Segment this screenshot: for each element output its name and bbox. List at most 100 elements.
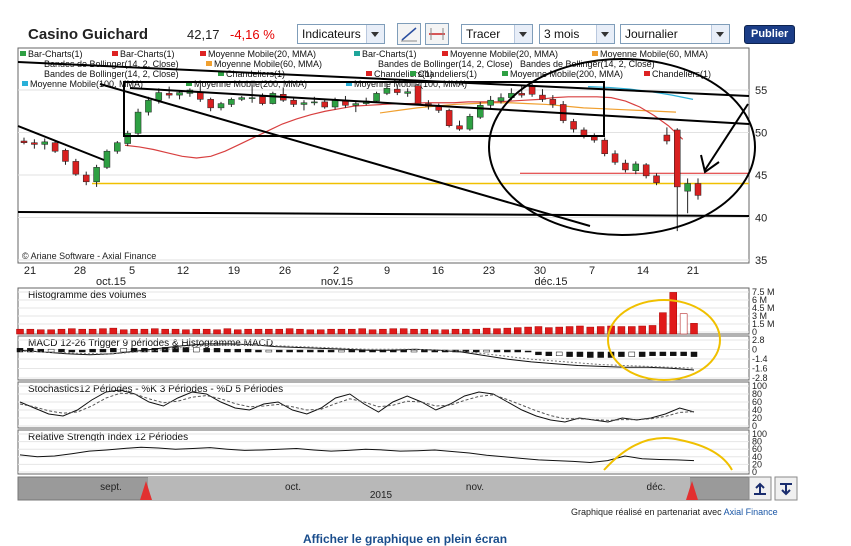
- volume-bar: [68, 328, 76, 335]
- legend-entry: Bandes de Bollinger(14, 2, Close): [520, 59, 655, 69]
- fullscreen-link[interactable]: Afficher le graphique en plein écran: [303, 532, 508, 546]
- volume-bar: [482, 327, 491, 335]
- candle-body: [197, 92, 204, 100]
- legend-swatch: [592, 51, 598, 56]
- legend-entry: Moyenne Mobile(20, MMA): [450, 49, 558, 59]
- volume-bar: [130, 328, 138, 335]
- volume-bar: [586, 326, 595, 335]
- draw-dropdown[interactable]: Tracer: [461, 24, 533, 44]
- volume-bar: [441, 329, 449, 335]
- candle-body: [51, 142, 59, 152]
- volume-bar: [410, 328, 418, 335]
- macd-trigger-line: [19, 344, 695, 369]
- candle-body: [497, 97, 505, 102]
- volume-bar: [275, 328, 283, 335]
- volume-bar: [171, 328, 180, 335]
- navigator-handle-right-icon: [686, 481, 698, 500]
- publish-button[interactable]: Publier: [744, 25, 796, 44]
- partner-credit: Graphique réalisé en partenariat avec Ax…: [571, 507, 778, 517]
- price-tick-label: 35: [755, 255, 767, 267]
- candle-body: [124, 133, 131, 144]
- chevron-down-icon: [366, 25, 384, 43]
- month-tick-label: nov.15: [321, 276, 353, 288]
- rsi-panel: Relative Strength Index 12 Périodes 10080…: [17, 429, 767, 477]
- volume-bar: [462, 328, 470, 335]
- price-tick-label: 45: [755, 170, 767, 182]
- rsi-tick-label: 0: [752, 467, 757, 477]
- upload-icon: [754, 482, 766, 495]
- volume-bar: [648, 325, 657, 335]
- macd-histogram-bar: [172, 347, 179, 353]
- volume-bar: [109, 327, 118, 335]
- macd-histogram-bar: [670, 351, 677, 356]
- legend-swatch: [354, 51, 360, 56]
- time-navigator[interactable]: sept. oct. nov. déc. 2015: [17, 476, 750, 501]
- volume-bar: [399, 328, 408, 335]
- annotation-trendline-mid: [129, 87, 750, 125]
- draw-line-tool-button[interactable]: [397, 23, 421, 45]
- panel-frame: [17, 381, 750, 429]
- volume-tick-label: 4.5 M: [752, 303, 775, 313]
- period-select[interactable]: 3 mois: [539, 24, 615, 44]
- legend-entry: Moyenne Mobile(60, MMA): [600, 49, 708, 59]
- partner-credit-link[interactable]: Axial Finance: [723, 507, 778, 517]
- candle-body: [20, 140, 28, 143]
- date-axis: 21 28 5 12 19 26 2 9 16 23 30 7 14 21 oct.15 nov.15 déc.…: [24, 265, 699, 288]
- chart-legend: Bar-Charts(1) Bar-Charts(1) Moyenne Mobile…: [20, 49, 711, 89]
- candle-body: [290, 99, 297, 105]
- volume-bar: [576, 325, 584, 335]
- stock-price: 42,17: [187, 27, 220, 42]
- candle-body: [248, 97, 256, 99]
- macd-histogram-bar: [275, 349, 283, 353]
- indicators-dropdown[interactable]: Indicateurs: [297, 24, 385, 44]
- stoch-tick-label: 80: [752, 389, 762, 399]
- macd-panel: MACD 12-26 Trigger 9 périodes & Histogra…: [16, 335, 768, 383]
- annotation-arrow: [704, 103, 749, 171]
- volume-bar: [296, 328, 304, 335]
- macd-histogram-bar: [182, 347, 190, 353]
- macd-histogram-bar: [493, 349, 501, 353]
- macd-histogram-bar: [514, 349, 521, 353]
- volume-bar: [119, 329, 128, 335]
- stoch-k-line: [19, 389, 695, 423]
- volume-bar: [617, 326, 626, 335]
- interval-select[interactable]: Journalier: [620, 24, 730, 44]
- horizontal-line-icon: [429, 28, 445, 40]
- candle-body: [611, 153, 619, 163]
- annotation-trendline-left: [17, 125, 105, 161]
- macd-histogram-bar: [659, 351, 667, 356]
- volume-bar: [151, 328, 159, 335]
- legend-entry: Bandes de Bollinger(14, 2, Close): [44, 69, 179, 79]
- macd-histogram-bar: [338, 349, 345, 353]
- annotation-trendline-upper: [17, 61, 750, 97]
- chevron-down-icon: [514, 25, 532, 43]
- macd-tick-label: 2.8: [752, 335, 765, 345]
- legend-entry: Chandeliers(1): [374, 69, 433, 79]
- macd-histogram-bar: [130, 348, 138, 353]
- legend-entry: Bandes de Bollinger(14, 2, Close): [44, 59, 179, 69]
- panel-frame: [17, 429, 750, 475]
- rsi-tick-label: 100: [752, 429, 767, 439]
- candle-body: [684, 183, 691, 192]
- candle-body: [663, 134, 671, 142]
- candle-body: [207, 99, 214, 109]
- stoch-tick-label: 20: [752, 413, 762, 423]
- volume-bar: [524, 326, 532, 335]
- stoch-tick-label: 100: [752, 381, 767, 391]
- macd-histogram-bar: [151, 348, 159, 353]
- draw-horizontal-tool-button[interactable]: [425, 23, 449, 45]
- volume-bar: [534, 326, 543, 335]
- macd-histogram-bar: [58, 348, 65, 353]
- macd-histogram-bar: [120, 348, 127, 353]
- candle-body: [642, 164, 650, 177]
- volume-bar: [161, 328, 169, 335]
- legend-swatch: [502, 71, 508, 76]
- volume-tick-label: 1.5 M: [752, 319, 775, 329]
- macd-histogram-bar: [265, 349, 273, 353]
- month-tick-label: oct.15: [96, 276, 126, 288]
- legend-entry: Moyenne Mobile(20, MMA): [208, 49, 316, 59]
- candle-body: [41, 141, 48, 145]
- macd-histogram-bar: [99, 348, 107, 353]
- volume-bar: [545, 327, 553, 335]
- legend-entry: Moyenne Mobile(100, MMA): [30, 79, 143, 89]
